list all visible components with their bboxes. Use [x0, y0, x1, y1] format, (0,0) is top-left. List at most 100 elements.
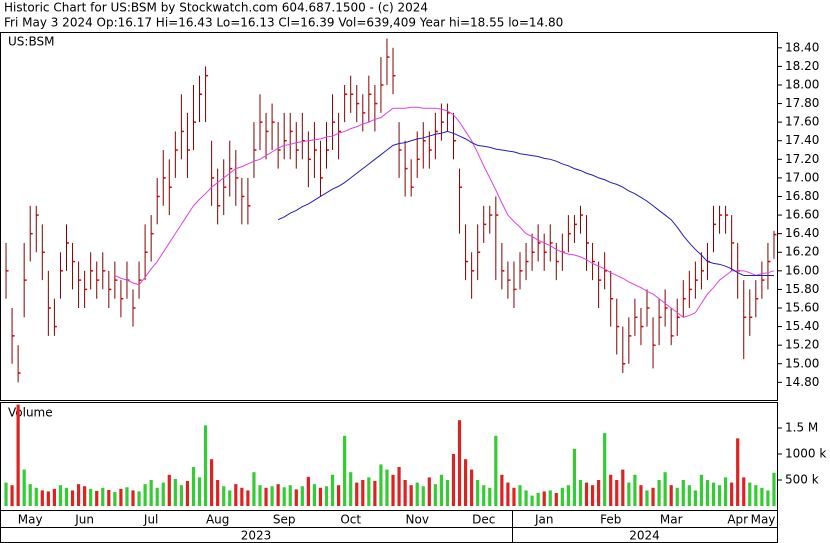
volume-bar — [306, 476, 310, 506]
y-tick-label: 17.60 — [785, 115, 819, 129]
volume-bar — [185, 481, 190, 506]
volume-bar — [294, 489, 298, 506]
volume-bar — [361, 480, 365, 506]
volume-bar — [530, 495, 534, 506]
y-tick-label: 16.60 — [785, 208, 819, 222]
x-tick-label: Jun — [74, 513, 94, 527]
x-tick-label: Dec — [472, 513, 495, 527]
volume-bar — [343, 435, 347, 506]
volume-bar — [64, 487, 69, 506]
volume-bar — [663, 472, 667, 506]
volume-bar — [28, 484, 32, 506]
volume-bar — [355, 482, 359, 506]
volume-bar — [717, 485, 722, 506]
y-tick-label: 16.00 — [785, 263, 819, 277]
y-tick-label: 15.20 — [785, 338, 819, 352]
volume-bar — [500, 474, 504, 506]
volume-bar — [451, 454, 456, 506]
volume-bar — [155, 487, 159, 506]
volume-bar — [639, 485, 643, 506]
volume-bar — [252, 472, 256, 506]
volume-bar — [191, 467, 196, 506]
volume-bar — [572, 448, 577, 506]
volume-bar — [288, 485, 292, 506]
y-tick-label: 14.80 — [785, 375, 819, 389]
volume-tick-label: 1.5 M — [785, 421, 818, 435]
x-tick-label: May — [18, 513, 43, 527]
volume-bar — [52, 488, 56, 506]
volume-bar — [445, 480, 450, 506]
x-tick-label: May — [751, 513, 776, 527]
x-tick-label: Nov — [406, 513, 429, 527]
volume-bar — [687, 485, 691, 506]
y-tick-label: 18.40 — [785, 40, 819, 54]
volume-bar — [409, 485, 413, 506]
volume-bar — [101, 487, 105, 506]
volume-bar — [4, 482, 8, 506]
volume-bar — [621, 469, 625, 506]
volume-bar — [276, 484, 280, 506]
volume-bar — [83, 486, 87, 506]
volume-bar — [379, 464, 383, 506]
volume-tick-label: 500 k — [785, 473, 819, 487]
price-panel — [0, 32, 778, 401]
volume-bar — [143, 484, 147, 506]
volume-bar — [16, 404, 20, 506]
volume-bar — [699, 474, 704, 506]
volume-bar — [766, 490, 770, 506]
volume-bar — [324, 486, 329, 506]
volume-bar — [482, 485, 486, 506]
volume-bar — [754, 485, 758, 506]
y-tick-label: 15.80 — [785, 282, 819, 296]
volume-bar — [488, 487, 492, 506]
volume-bar — [282, 487, 286, 506]
volume-bar — [415, 482, 419, 506]
y-tick-label: 17.00 — [785, 170, 819, 184]
volume-bar — [22, 469, 26, 506]
volume-bar — [578, 480, 583, 506]
volume-bar — [421, 486, 425, 506]
y-tick-label: 15.00 — [785, 356, 819, 370]
volume-bar — [113, 491, 117, 506]
y-tick-label: 18.00 — [785, 77, 819, 91]
volume-bar — [560, 487, 564, 506]
volume-bar — [645, 490, 649, 506]
volume-bar — [173, 478, 177, 506]
volume-bar — [542, 491, 546, 506]
volume-bar — [216, 480, 220, 506]
volume-bar — [40, 490, 44, 506]
volume-bar — [179, 485, 183, 506]
volume-bar — [736, 438, 740, 506]
volume-bar — [228, 490, 232, 506]
chart-subtitle: Fri May 3 2024 Op:16.17 Hi=16.43 Lo=16.1… — [4, 16, 563, 30]
volume-bar — [633, 474, 637, 506]
volume-bar — [46, 491, 50, 506]
volume-bar — [203, 425, 208, 506]
x-tick-label: Jul — [143, 513, 158, 527]
chart-title: Historic Chart for US:BSM by Stockwatch.… — [4, 1, 428, 15]
x-tick-label: Mar — [660, 513, 683, 527]
volume-bar — [748, 482, 752, 506]
volume-label: Volume — [8, 406, 53, 420]
volume-bar — [705, 480, 710, 506]
volume-bar — [548, 490, 552, 506]
volume-bar — [711, 482, 716, 506]
volume-bar — [89, 488, 93, 506]
volume-bar — [337, 485, 341, 506]
moving-average-line — [277, 130, 774, 276]
volume-bar — [760, 487, 764, 506]
volume-bar — [427, 477, 431, 506]
x-tick-label: Oct — [340, 513, 361, 527]
volume-bar — [681, 480, 685, 506]
volume-bar — [10, 485, 14, 506]
volume-bar — [693, 490, 697, 506]
volume-bar — [524, 490, 528, 506]
volume-bar — [669, 485, 673, 506]
y-tick-label: 17.80 — [785, 96, 819, 110]
volume-bar — [258, 485, 262, 506]
volume-bar — [566, 485, 570, 506]
volume-bar — [373, 481, 377, 506]
volume-bar — [367, 477, 371, 506]
volume-bar — [584, 482, 589, 506]
